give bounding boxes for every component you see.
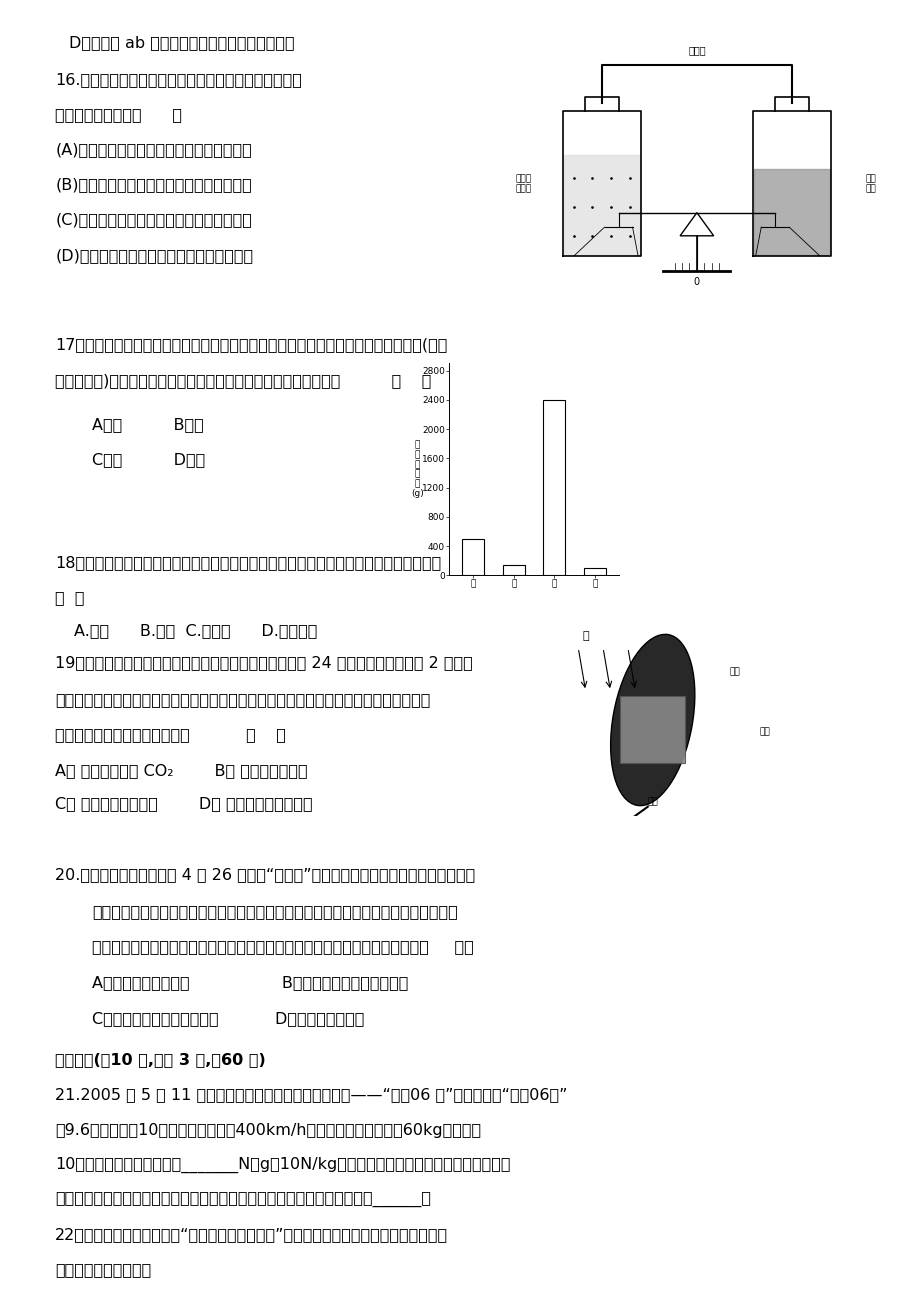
Text: 实验装置及实验过程。: 实验装置及实验过程。 [55,1262,152,1277]
Bar [461,539,484,575]
Polygon shape [563,155,639,255]
Y-axis label: 有
机
物
总
量
(g): 有 机 物 总 量 (g) [411,440,424,499]
Text: 块状
烧碱: 块状 烧碱 [864,174,875,194]
Text: (C)指针偏左，食盐溶液一定变浓，烧碱潮解: (C)指针偏左，食盐溶液一定变浓，烧碱潮解 [55,212,252,228]
Ellipse shape [610,634,694,806]
Text: A.酒精      B.淠粉  C.蛋白质      D.二氧化碳: A.酒精 B.淠粉 C.蛋白质 D.二氧化碳 [74,622,317,638]
Text: 困在火星表面的一个沙丘上，一直动弹不得，这与沙丘能够承受的压强较小有关。如果: 困在火星表面的一个沙丘上，一直动弹不得，这与沙丘能够承受的压强较小有关。如果 [92,904,458,919]
Text: (B)指针偏右，食盐溶液一定饱和，烧碱潮解: (B)指针偏右，食盐溶液一定饱和，烧碱潮解 [55,177,252,193]
FancyBboxPatch shape [619,695,685,763]
Polygon shape [754,169,829,255]
Text: 0: 0 [693,277,699,288]
Text: 盖的部位呉蓝色。该实验证明了           （    ）: 盖的部位呉蓝色。该实验证明了 （ ） [55,727,286,742]
Text: 棕色: 棕色 [729,668,739,676]
Text: 锡箔: 锡箔 [647,797,657,806]
Text: A．甲          B．乙: A．甲 B．乙 [92,417,203,432]
Text: 间，出现的情况是（      ）: 间，出现的情况是（ ） [55,107,182,122]
Text: 橡皮管: 橡皮管 [687,46,705,56]
Text: A． 光合作用需要 CO₂        B． 光合作用需要光: A． 光合作用需要 CO₂ B． 光合作用需要光 [55,763,308,779]
Text: 21.2005 年 5 月 11 日，中国首辆轻型吸轨磁悬浮验证车——“中升06 号”正式亮相。“中升06号”: 21.2005 年 5 月 11 日，中国首辆轻型吸轨磁悬浮验证车——“中升06… [55,1087,567,1103]
Text: 10位乘客所受到的总重力为_______N（g取10N/kg）；与普通轨道列车相比，采用磁悬浮技: 10位乘客所受到的总重力为_______N（g取10N/kg）；与普通轨道列车相… [55,1157,510,1173]
Bar [583,568,606,575]
Text: (D)指针偏右，食盐溶液一定变浓，烧碱潮解: (D)指针偏右，食盐溶液一定变浓，烧碱潮解 [55,247,253,263]
Text: 二简答题(入10 分,每空 3 分,入60 分): 二简答题(入10 分,每空 3 分,入60 分) [55,1052,266,1068]
Text: 20.据美联社报道，从今年 4 月 26 日起，“机遇号”火星探测器由于车轮陷入到细沙中而被: 20.据美联社报道，从今年 4 月 26 日起，“机遇号”火星探测器由于车轮陷入… [55,867,475,883]
Text: 长9.6米，可载宨10人，设计速度可达400km/h。若每位乘客的质量以60kg来计算，: 长9.6米，可载宨10人，设计速度可达400km/h。若每位乘客的质量以60kg… [55,1122,481,1138]
Text: (A)指针偏左，食盐溶液一定变浓，烧碱变质: (A)指针偏左，食盐溶液一定变浓，烧碱变质 [55,142,252,158]
Text: C．丙          D．丁: C．丙 D．丁 [92,452,205,467]
Text: C． 光合作用放出氧气        D． 光合作用需要叶绻素: C． 光合作用放出氧气 D． 光合作用需要叶绻素 [55,796,312,811]
Text: 蓝色: 蓝色 [758,728,769,737]
Text: 取下经处理的绿叶，经脱色并用碘处理。结果有锡箔覆盖的位置不呉蓝色，而不被锡箔覆: 取下经处理的绿叶，经脱色并用碘处理。结果有锡箔覆盖的位置不呉蓝色，而不被锡箔覆 [55,691,430,707]
Text: （  ）: （ ） [55,590,85,605]
Text: 术，可以使列车与轨道间的接触面彼此分离，以减小列车行驶过程中受到的______力: 术，可以使列车与轨道间的接触面彼此分离，以减小列车行驶过程中受到的______力 [55,1191,431,1207]
Text: 19．对植物绿叶进行如图所示的处理，然后放置在黑暗中 24 小时，再经阳光照射 2 小时。: 19．对植物绿叶进行如图所示的处理，然后放置在黑暗中 24 小时，再经阳光照射 … [55,655,472,671]
Bar [502,565,525,575]
Text: C、减小车轮表面的粗糙程度           D、减少车轮的个数: C、减小车轮表面的粗糙程度 D、减少车轮的个数 [92,1010,364,1026]
Polygon shape [679,212,713,236]
Text: 16.如图所示的密封装置，先调节天平平衡，经过一段时: 16.如图所示的密封装置，先调节天平平衡，经过一段时 [55,72,301,87]
Text: 乙、丙、丁)所含有机物的总量，如右图所示。其中属于生产者的是          （    ）: 乙、丙、丁)所含有机物的总量，如右图所示。其中属于生产者的是 （ ） [55,372,431,388]
Text: A、增大探测器的质量                  B、增大车轮与地的接触面积: A、增大探测器的质量 B、增大车轮与地的接触面积 [92,975,408,991]
Text: 22．在本学期我们曾探究了“馒头在口腔中的变化”。如图所示是进行此项探究活动的三个: 22．在本学期我们曾探究了“馒头在口腔中的变化”。如图所示是进行此项探究活动的三… [55,1226,448,1242]
Text: 17．一个生态系统中的四种生物能构成一条食物链，在某一时间分别测得这四种生物(甲、: 17．一个生态系统中的四种生物能构成一条食物链，在某一时间分别测得这四种生物(甲… [55,337,447,353]
Text: D、如导体 ab 绝直向上运动，电表指针发生偏转: D、如导体 ab 绝直向上运动，电表指针发生偏转 [69,35,294,51]
Text: 你是火星探测器的设计者，为了减小探测器对地面的压强，可行的改进方法是（     ）。: 你是火星探测器的设计者，为了减小探测器对地面的压强，可行的改进方法是（ ）。 [92,939,473,954]
Text: 不饱和
食盐水: 不饱和 食盐水 [515,174,531,194]
Text: 18．面包师们把酵母放到生面团中，酵母菌在面团中产生了下列哪种物质使面包松软多孔: 18．面包师们把酵母放到生面团中，酵母菌在面团中产生了下列哪种物质使面包松软多孔 [55,555,441,570]
Bar [542,400,565,575]
Text: 光: 光 [582,630,588,641]
